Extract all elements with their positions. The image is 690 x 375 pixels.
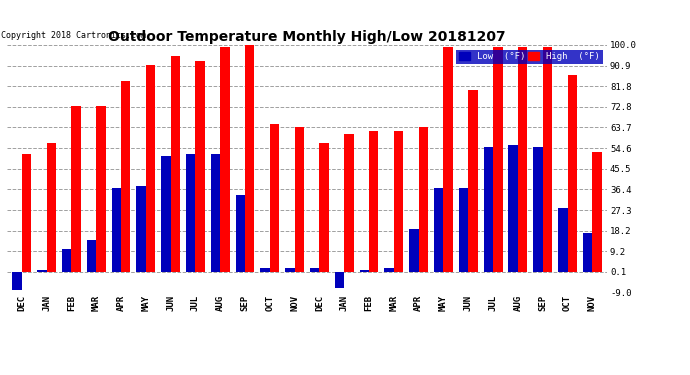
Bar [161,156,170,272]
Bar [484,147,493,272]
Bar [335,272,344,288]
Bar [285,267,295,272]
Bar [186,154,195,272]
Bar [47,142,56,272]
Bar [444,47,453,272]
Bar [87,240,96,272]
Bar [211,154,220,272]
Bar [270,124,279,272]
Bar [518,47,527,272]
Bar [543,47,552,272]
Bar [469,90,477,272]
Text: Copyright 2018 Cartronics.com: Copyright 2018 Cartronics.com [1,31,146,40]
Bar [12,272,22,290]
Bar [533,147,543,272]
Bar [220,47,230,272]
Bar [592,152,602,272]
Bar [359,270,369,272]
Bar [567,75,577,272]
Bar [434,188,444,272]
Bar [245,45,255,272]
Bar [583,234,592,272]
Bar [170,56,180,272]
Bar [195,61,205,272]
Bar [493,47,502,272]
Bar [384,267,394,272]
Bar [419,127,428,272]
Bar [121,81,130,272]
Bar [409,229,419,272]
Bar [62,249,71,272]
Bar [310,267,319,272]
Title: Outdoor Temperature Monthly High/Low 20181207: Outdoor Temperature Monthly High/Low 201… [108,30,506,44]
Bar [459,188,469,272]
Bar [260,267,270,272]
Bar [235,195,245,272]
Legend: Low  (°F), High  (°F): Low (°F), High (°F) [456,50,602,64]
Bar [96,106,106,272]
Bar [344,134,354,272]
Bar [394,131,403,272]
Bar [22,154,31,272]
Bar [509,145,518,272]
Bar [112,188,121,272]
Bar [71,106,81,272]
Bar [137,186,146,272]
Bar [369,131,379,272]
Bar [558,209,567,272]
Bar [295,127,304,272]
Bar [319,142,329,272]
Bar [146,65,155,272]
Bar [37,270,47,272]
